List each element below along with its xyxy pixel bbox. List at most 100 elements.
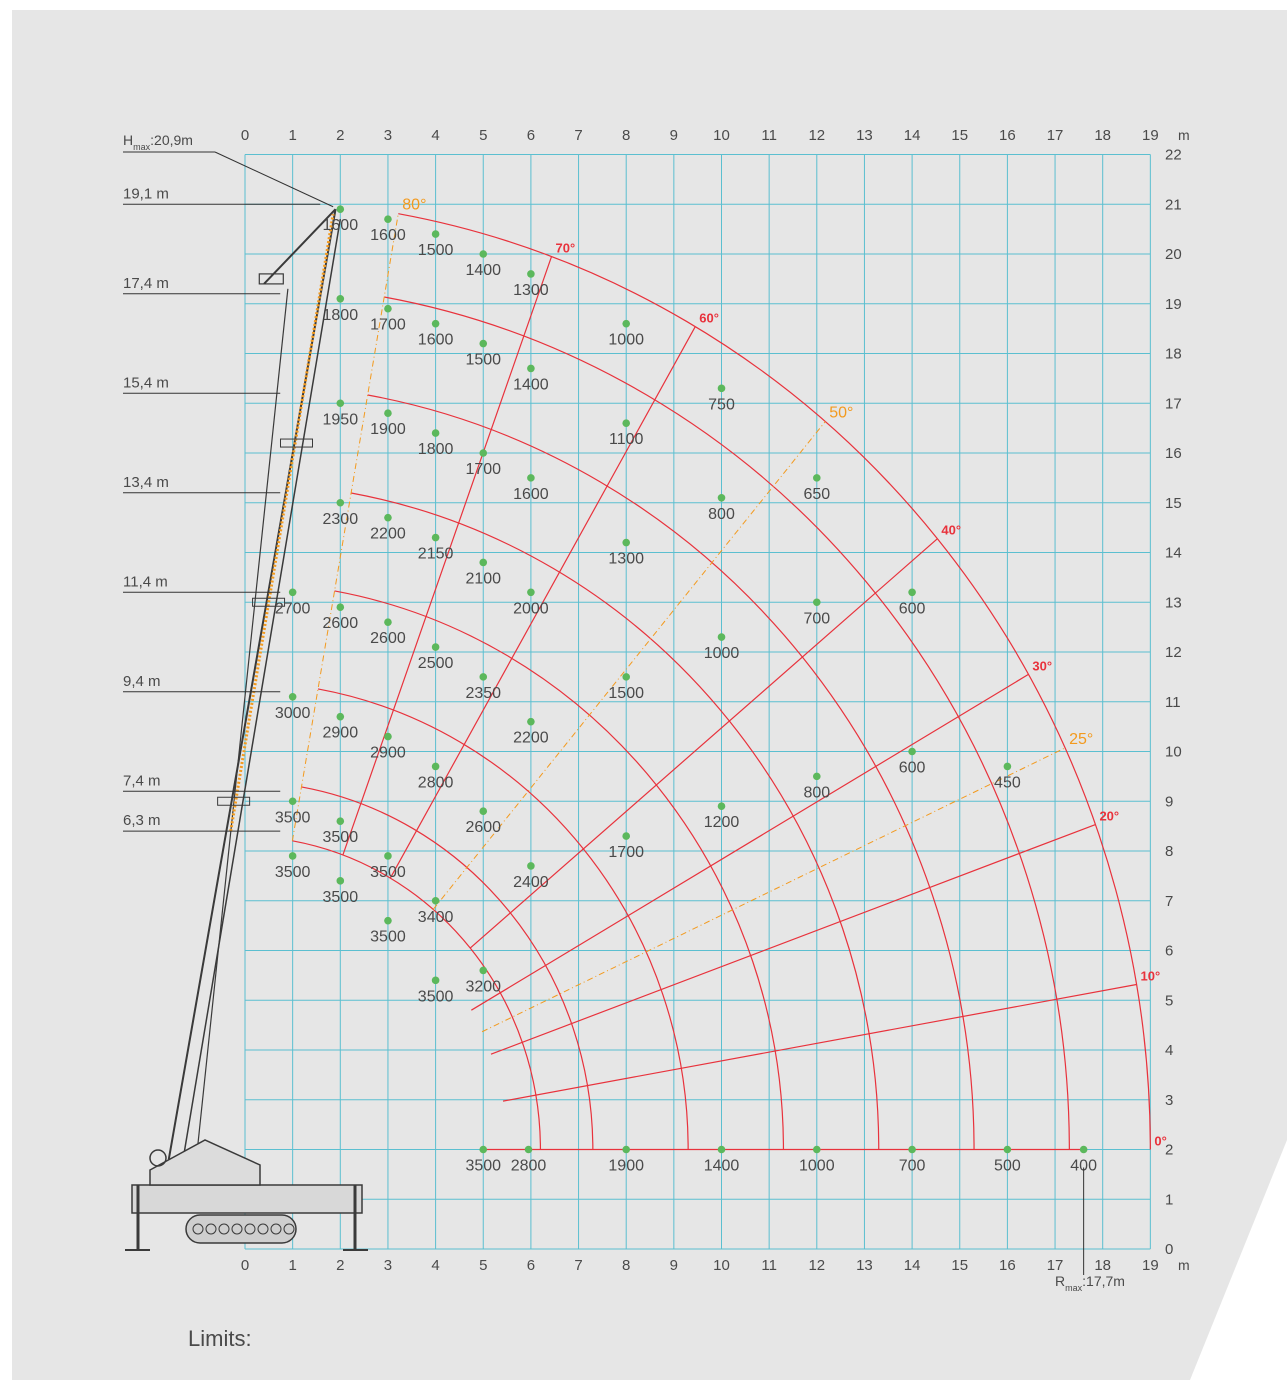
angle-label: 30°: [1032, 658, 1052, 673]
load-point: [288, 852, 297, 860]
x-tick-top: 10: [713, 127, 730, 144]
load-value: 3500: [323, 829, 359, 846]
load-value: 3500: [465, 1158, 501, 1175]
load-value: 2800: [511, 1158, 547, 1175]
x-tick-bottom: 13: [856, 1257, 873, 1274]
load-point: [717, 384, 726, 393]
y-tick: 18: [1165, 346, 1182, 363]
load-value: 2400: [513, 874, 549, 891]
x-tick-top: 12: [808, 127, 825, 144]
jib-limit-dotted: [229, 213, 335, 832]
load-points: 1600 1600 1500 1400 1300 1000 750 650 600 450 1800…: [275, 205, 1097, 1175]
load-value: 1900: [370, 421, 406, 438]
rmax-label: R: [1055, 1273, 1065, 1289]
load-point: [384, 732, 392, 741]
load-value: 1800: [323, 307, 359, 324]
sheet-background: [12, 10, 1287, 1380]
track-wheel: [283, 1223, 295, 1235]
load-value: 3500: [418, 988, 454, 1005]
tracks: [185, 1214, 297, 1244]
x-tick-top: 8: [622, 127, 630, 144]
load-point: [622, 419, 630, 427]
load-point: [622, 538, 630, 547]
load-point: [431, 976, 440, 985]
load-curve: [398, 213, 1151, 1150]
x-tick-top: 3: [384, 127, 392, 144]
load-point: [717, 1145, 726, 1154]
load-value: 1500: [465, 352, 501, 369]
load-value: 1200: [704, 814, 740, 831]
svg-text:Rmax:17,7m: Rmax:17,7m: [1055, 1273, 1125, 1293]
angle-label: 25°: [1069, 731, 1093, 748]
x-tick-top: 2: [336, 127, 344, 144]
x-tick-bottom: 10: [713, 1257, 730, 1274]
axis-ticks: 0011223344556677889910101111121213131414…: [241, 127, 1182, 1274]
load-curve: [292, 840, 542, 1150]
load-value: 1500: [608, 685, 644, 702]
boom-length-labels: 19,1 m 17,4 m 15,4 m 13,4 m 11,4 m 9,4 m 7,4 m…: [123, 151, 1085, 1275]
track-wheel: [205, 1223, 217, 1235]
load-point: [431, 762, 440, 771]
load-value: 2100: [465, 570, 501, 587]
load-point: [813, 598, 821, 607]
y-tick: 5: [1165, 992, 1173, 1009]
x-tick-top: 4: [431, 127, 439, 144]
chassis: [131, 1184, 363, 1214]
load-point: [479, 449, 488, 457]
load-value: 400: [1070, 1158, 1097, 1175]
y-tick: 6: [1165, 943, 1173, 960]
load-value: 2800: [418, 774, 454, 791]
load-point: [479, 966, 488, 975]
angle-label: 50°: [829, 405, 853, 422]
angle-ray-dashed: [291, 213, 399, 841]
load-point: [1003, 762, 1012, 771]
load-point: [527, 364, 535, 373]
x-tick-bottom: 6: [527, 1257, 535, 1274]
load-point: [813, 772, 821, 781]
y-tick: 15: [1165, 495, 1182, 512]
load-value: 700: [899, 1158, 926, 1175]
load-value: 1000: [799, 1158, 835, 1175]
load-value: 3500: [275, 864, 311, 881]
load-value: 1600: [370, 227, 406, 244]
jib-head: [258, 273, 284, 285]
angle-ray: [469, 538, 938, 949]
load-value: 2300: [323, 511, 359, 528]
x-tick-top: 13: [856, 127, 873, 144]
load-value: 2350: [465, 685, 501, 702]
y-tick: 16: [1165, 445, 1182, 462]
load-value: 1100: [609, 431, 644, 448]
hmax-label: H: [123, 132, 133, 148]
angle-label: 10°: [1141, 968, 1161, 983]
load-point: [431, 429, 440, 437]
load-point: [527, 270, 535, 278]
x-tick-bottom: 4: [431, 1257, 439, 1274]
load-value: 2600: [323, 615, 359, 632]
boom-length-label: 13,4 m: [123, 474, 169, 491]
load-point: [479, 558, 488, 567]
y-tick: 2: [1165, 1142, 1173, 1159]
x-tick-bottom: 5: [479, 1257, 487, 1274]
x-tick-top: 11: [761, 127, 777, 144]
boom-length-label: 9,4 m: [123, 673, 161, 690]
load-point: [288, 588, 297, 597]
load-point: [431, 533, 440, 542]
boom-length-label: 6,3 m: [123, 812, 161, 829]
load-value: 2000: [513, 600, 549, 617]
load-point: [384, 618, 392, 626]
load-point: [908, 588, 916, 597]
load-point: [336, 399, 345, 408]
x-tick-bottom: 8: [622, 1257, 630, 1274]
angle-ray: [471, 673, 1029, 1011]
load-value: 800: [708, 506, 735, 523]
load-point: [908, 747, 916, 756]
load-point: [622, 673, 630, 681]
load-value: 1400: [704, 1158, 740, 1175]
load-point: [288, 692, 297, 701]
load-point: [1079, 1145, 1088, 1154]
y-tick: 20: [1165, 246, 1182, 263]
load-value: 500: [994, 1158, 1021, 1175]
jib: [263, 208, 337, 285]
load-point: [384, 215, 392, 223]
load-value: 2900: [370, 745, 406, 762]
